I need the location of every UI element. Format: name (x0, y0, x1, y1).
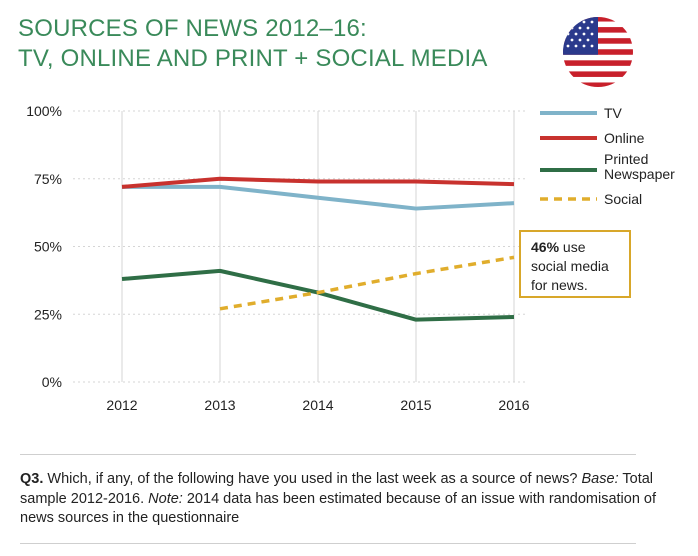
callout-text-line-1: use (559, 239, 586, 255)
y-tick-label: 100% (26, 103, 62, 119)
x-tick-label: 2014 (302, 397, 333, 413)
note-text: 2014 data has been estimated because of … (20, 490, 657, 527)
note-bottom-divider (20, 543, 636, 544)
chart-title-line-1: SOURCES OF NEWS 2012–16: (18, 15, 367, 42)
chart-title: SOURCES OF NEWS 2012–16: TV, ONLINE AND … (18, 14, 488, 74)
x-tick-label: 2012 (106, 397, 137, 413)
x-tick-label: 2016 (498, 397, 529, 413)
legend-label-line: Social (604, 191, 642, 207)
y-tick-label: 50% (34, 239, 62, 255)
base-text: Total sample 2012-2016. (20, 471, 654, 507)
callout-text-line-3: for news. (531, 277, 588, 293)
series-line-tv (122, 184, 515, 211)
x-tick-label: 2013 (204, 397, 235, 413)
legend-label-social: Social (604, 191, 642, 207)
question-text: Which, if any, of the following have you… (43, 471, 582, 487)
x-tick-label: 2015 (400, 397, 431, 413)
y-tick-label: 25% (34, 306, 62, 322)
y-tick-label: 75% (34, 171, 62, 187)
legend-label-line: Online (604, 130, 645, 146)
callout-value: 46% (531, 239, 560, 255)
legend-label-line: TV (604, 105, 623, 121)
note-top-divider (20, 454, 636, 455)
y-tick-label: 0% (42, 374, 62, 390)
series-line-online (121, 176, 515, 189)
series-line-social (219, 255, 515, 311)
legend-label-printed-newspaper: Printed Newspaper (604, 151, 675, 182)
legend-label-line: Printed (604, 151, 648, 167)
note-label: Note: (148, 490, 183, 507)
question-note: Q3. Which, if any, of the following have… (20, 470, 660, 529)
legend-label-line: Newspaper (604, 166, 675, 182)
social-media-callout: 46% use social media for news. (519, 230, 631, 298)
base-label: Base: (581, 471, 619, 487)
callout-text-line-2: social media (531, 258, 609, 274)
legend-label-tv: TV (604, 105, 623, 121)
question-label: Q3. (20, 471, 44, 487)
us-flag-icon (563, 17, 633, 87)
chart-title-line-2: TV, ONLINE AND PRINT + SOCIAL MEDIA (18, 45, 488, 72)
legend-label-online: Online (604, 130, 645, 146)
